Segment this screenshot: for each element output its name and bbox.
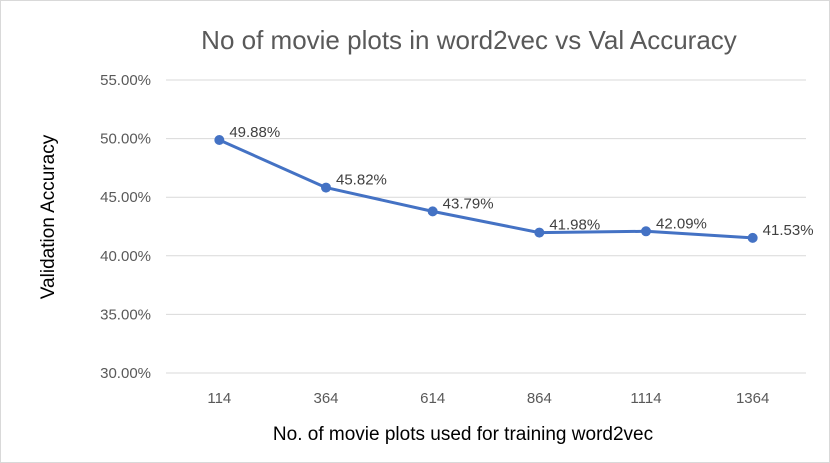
x-tick-label: 114 bbox=[207, 390, 231, 407]
y-tick-label: 45.00% bbox=[100, 189, 151, 206]
data-point bbox=[321, 182, 331, 193]
data-point bbox=[747, 232, 758, 243]
x-axis-title: No. of movie plots used for training wor… bbox=[273, 424, 653, 445]
data-label: 49.88% bbox=[229, 124, 280, 141]
data-label: 42.09% bbox=[656, 215, 707, 232]
x-tick-label: 614 bbox=[420, 390, 445, 407]
y-tick-label: 30.00% bbox=[100, 365, 151, 382]
data-point bbox=[534, 227, 545, 238]
series-line bbox=[217, 138, 755, 240]
data-point bbox=[214, 135, 225, 146]
data-label: 45.82% bbox=[336, 172, 387, 189]
x-axis-ticks: 114 364 614 864 1114 1364 bbox=[207, 390, 769, 407]
x-tick-label: 1114 bbox=[630, 390, 661, 407]
y-tick-label: 55.00% bbox=[100, 72, 151, 89]
x-tick-label: 364 bbox=[313, 390, 338, 407]
y-tick-label: 40.00% bbox=[100, 248, 151, 265]
y-axis-title: Validation Accuracy bbox=[38, 134, 59, 299]
y-tick-label: 35.00% bbox=[100, 306, 151, 323]
y-tick-label: 50.00% bbox=[100, 131, 151, 148]
x-tick-label: 864 bbox=[527, 390, 552, 407]
data-label: 43.79% bbox=[443, 195, 494, 212]
gridlines bbox=[166, 79, 806, 374]
series bbox=[214, 135, 758, 243]
data-label: 41.53% bbox=[763, 222, 814, 239]
data-label: 41.98% bbox=[549, 217, 600, 234]
data-labels: 49.88% 45.82% 43.79% 41.98% 42.09% 41.53% bbox=[229, 124, 813, 239]
data-point bbox=[427, 206, 438, 217]
y-axis-ticks: 30.00% 35.00% 40.00% 45.00% 50.00% 55.00% bbox=[100, 72, 151, 382]
x-tick-label: 1364 bbox=[736, 390, 769, 407]
data-point bbox=[641, 226, 651, 237]
chart-title: No of movie plots in word2vec vs Val Acc… bbox=[201, 25, 737, 55]
